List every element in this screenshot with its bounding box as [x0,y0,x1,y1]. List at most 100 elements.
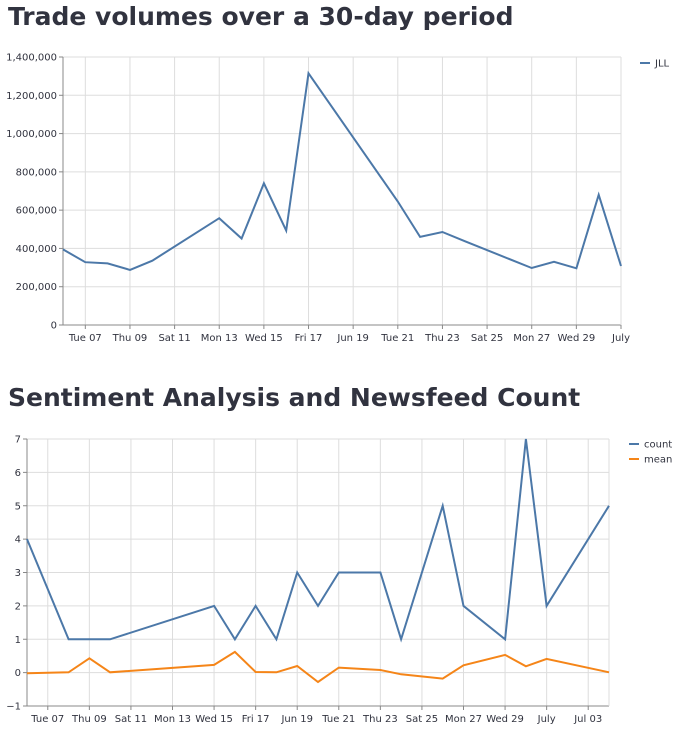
y-tick: 1,000,000 [6,129,63,140]
x-tick: Thu 23 [424,325,460,344]
y-tick-label: 400,000 [16,244,57,255]
y-tick-label: 800,000 [16,167,57,178]
x-tick: Sat 25 [406,706,438,725]
trade-volume-chart: 0 200,000 400,000 600,000 800,000 1,000,000 1,… [6,53,670,345]
x-tick-label: Sat 25 [406,714,438,725]
y-tick: 5 [15,501,27,512]
x-tick-label: July [611,333,630,344]
x-tick-label: Wed 15 [245,333,283,344]
x-tick-label: Jun 19 [280,714,313,725]
x-tick-label: Thu 23 [424,333,460,344]
x-tick: Mon 27 [513,325,550,344]
x-tick: July [537,706,556,725]
x-tick-label: Tue 21 [321,714,355,725]
x-tick: Tue 07 [30,706,64,725]
x-tick-label: Sat 11 [158,333,190,344]
x-tick-label: Tue 21 [380,333,414,344]
x-tick: Thu 09 [112,325,148,344]
y-tick-label: 0 [15,668,21,679]
x-tick: Fri 17 [242,706,270,725]
plot-area: −1 0 1 2 3 4 5 6 7 Tue 07 Thu 09 Sat 11 Mon 13 Wed 15… [6,435,610,725]
x-tick: Tue 07 [68,325,102,344]
x-tick-label: Wed 29 [558,333,596,344]
y-tick-label: 3 [15,568,21,579]
legend-label-mean: mean [644,455,672,466]
x-tick-label: July [537,714,556,725]
y-tick: 6 [15,468,27,479]
chart-title-trade-volumes: Trade volumes over a 30-day period [8,2,514,31]
y-tick: 1 [15,635,27,646]
y-tick: 0 [51,321,63,332]
x-tick-label: Mon 27 [513,333,550,344]
x-tick: Thu 09 [71,706,107,725]
chart-title-sentiment: Sentiment Analysis and Newsfeed Count [8,383,581,412]
legend: JLL [640,59,670,70]
y-tick-label: 1,400,000 [6,53,57,64]
x-tick: Wed 29 [558,325,596,344]
x-tick: Tue 21 [380,325,414,344]
x-tick-label: Mon 27 [445,714,482,725]
y-tick: 1,200,000 [6,91,63,102]
y-tick: 600,000 [16,206,63,217]
x-tick-label: Sat 11 [115,714,147,725]
x-tick: Fri 17 [295,325,323,344]
y-tick-label: 4 [15,535,21,546]
y-tick-label: 600,000 [16,206,57,217]
y-tick-label: 7 [15,435,21,446]
x-tick: Jul 03 [573,706,602,725]
legend: count mean [629,440,672,466]
x-tick: Sat 25 [471,325,503,344]
y-tick-label: 1 [15,635,21,646]
y-tick-label: −1 [6,702,21,713]
x-tick-label: Thu 09 [112,333,148,344]
y-tick: 800,000 [16,167,63,178]
y-tick: 4 [15,535,27,546]
y-tick: 3 [15,568,27,579]
x-tick-label: Fri 17 [242,714,270,725]
y-tick: 7 [15,435,27,446]
y-tick: 200,000 [16,282,63,293]
y-tick: −1 [6,702,27,713]
plot-area: 0 200,000 400,000 600,000 800,000 1,000,000 1,… [6,53,630,345]
x-tick-label: Wed 15 [195,714,233,725]
x-tick: Tue 21 [321,706,355,725]
x-tick-label: Thu 09 [71,714,107,725]
x-tick-label: Mon 13 [201,333,238,344]
x-tick: Sat 11 [158,325,191,344]
x-tick: Mon 27 [445,706,482,725]
y-tick-label: 2 [15,601,21,612]
x-tick: Thu 23 [362,706,398,725]
y-tick: 1,400,000 [6,53,63,64]
x-tick-label: Tue 07 [68,333,102,344]
x-tick: Jun 19 [336,325,369,344]
y-tick: 0 [15,668,27,679]
y-tick-label: 0 [51,321,57,332]
x-tick: Mon 13 [154,706,191,725]
x-tick: July [611,325,630,344]
y-tick-label: 5 [15,501,21,512]
y-tick-label: 200,000 [16,282,57,293]
x-tick-label: Jun 19 [336,333,369,344]
x-tick: Wed 29 [486,706,524,725]
x-tick: Mon 13 [201,325,238,344]
x-tick: Sat 11 [115,706,147,725]
y-tick: 2 [15,601,27,612]
series-line-mean [26,650,610,684]
legend-label-JLL: JLL [654,59,670,70]
x-tick: Jun 19 [280,706,313,725]
x-tick-label: Fri 17 [295,333,323,344]
x-tick-label: Mon 13 [154,714,191,725]
y-tick: 400,000 [16,244,63,255]
y-tick-label: 1,000,000 [6,129,57,140]
x-tick: Wed 15 [195,706,233,725]
legend-label-count: count [644,440,672,451]
x-tick-label: Tue 07 [30,714,64,725]
x-tick-label: Sat 25 [471,333,503,344]
x-tick-label: Thu 23 [362,714,398,725]
x-tick-label: Jul 03 [573,714,602,725]
x-tick-label: Wed 29 [486,714,524,725]
y-tick-label: 6 [15,468,21,479]
y-tick-label: 1,200,000 [6,91,57,102]
x-tick: Wed 15 [245,325,283,344]
